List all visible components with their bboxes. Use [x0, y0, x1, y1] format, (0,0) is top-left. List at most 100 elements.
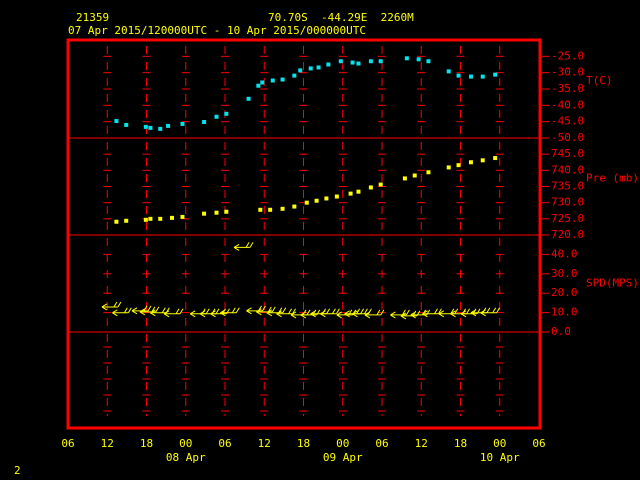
data-point [143, 217, 148, 222]
y-tick-label: 40.0 [551, 247, 578, 260]
data-point [114, 219, 119, 224]
y-tick-label: 735.0 [551, 180, 584, 193]
wind-barb [470, 307, 491, 317]
wind-barb [460, 308, 481, 318]
wind-barb [438, 308, 459, 318]
data-point [446, 165, 451, 170]
data-point [166, 123, 171, 128]
wind-barb [112, 307, 132, 317]
wind-barb [400, 310, 421, 320]
y-tick-label: 740.0 [551, 163, 584, 176]
wind-barb [266, 307, 287, 317]
data-point [368, 185, 373, 190]
x-tick-label: 18 [297, 437, 310, 450]
data-point [314, 198, 319, 203]
data-point [148, 125, 153, 130]
wind-barb [189, 308, 210, 318]
y-axis-label: Pre (mb) [586, 171, 639, 184]
data-point [258, 207, 263, 212]
y-axis-label: T(C) [586, 74, 613, 87]
wind-barb [101, 301, 122, 311]
x-tick-label: 18 [454, 437, 467, 450]
data-point [480, 74, 485, 79]
data-point [468, 74, 473, 79]
x-tick-label: 18 [140, 437, 153, 450]
x-tick-label: 00 [179, 437, 192, 450]
data-point [170, 215, 175, 220]
data-point [298, 68, 303, 73]
y-axis-label: SPD(MPS) [586, 277, 639, 290]
data-point [224, 111, 229, 116]
data-point [326, 62, 331, 67]
data-point [280, 206, 285, 211]
y-tick-label: -45.0 [551, 115, 584, 128]
wind-barb [131, 305, 152, 315]
y-tick-label: 0.0 [551, 325, 571, 338]
wind-barb [233, 242, 254, 251]
y-tick-label: -40.0 [551, 98, 584, 111]
y-tick-label: -35.0 [551, 82, 584, 95]
x-tick-label: 06 [61, 437, 74, 450]
wind-barb [139, 306, 160, 316]
wind-barb [450, 308, 471, 318]
wind-barb [300, 309, 321, 319]
data-point [148, 216, 153, 221]
data-point [308, 66, 313, 71]
wind-barb [210, 308, 230, 318]
wind-barb [199, 308, 220, 318]
wind-barb [150, 307, 170, 317]
wind-barb [220, 307, 240, 317]
data-point [214, 114, 219, 119]
data-point [350, 60, 355, 65]
x-tick-label: 12 [258, 437, 271, 450]
data-point [446, 69, 451, 74]
x-tick-label: 06 [218, 437, 231, 450]
data-point [158, 126, 163, 131]
data-point [180, 214, 185, 219]
data-point [224, 209, 229, 214]
data-point [368, 59, 373, 64]
data-point [260, 80, 265, 85]
day-label: 08 Apr [166, 451, 206, 464]
wind-barb [410, 309, 431, 319]
y-tick-label: 30.0 [551, 267, 578, 280]
y-tick-label: 720.0 [551, 228, 584, 241]
wind-barb [256, 306, 276, 316]
day-label: 09 Apr [323, 451, 363, 464]
day-label: 10 Apr [480, 451, 520, 464]
data-point [356, 61, 361, 66]
data-point [480, 158, 485, 163]
data-point [202, 119, 207, 124]
x-tick-label: 00 [493, 437, 506, 450]
data-point [256, 83, 261, 88]
data-point [180, 121, 185, 126]
wind-barb [246, 305, 266, 315]
data-point [202, 211, 207, 216]
wind-barb [336, 309, 357, 319]
station-id: 21359 [76, 11, 109, 24]
frame [66, 38, 542, 430]
y-tick-label: -25.0 [551, 49, 584, 62]
data-point [292, 73, 297, 78]
data-point [378, 182, 383, 187]
data-point [316, 65, 321, 70]
y-tick-label: 745.0 [551, 147, 584, 160]
wind-barb [310, 308, 331, 318]
x-tick-label: 12 [415, 437, 428, 450]
wind-barb [352, 308, 372, 318]
y-tick-label: 725.0 [551, 212, 584, 225]
wind-barb [422, 308, 442, 318]
data-point [412, 173, 417, 178]
data-point [404, 56, 409, 61]
data-point [280, 77, 285, 82]
data-point [493, 72, 498, 77]
data-point [324, 196, 329, 201]
wind-barb [290, 309, 311, 319]
data-point [426, 59, 431, 64]
data-point [143, 124, 148, 129]
wind-barb [364, 309, 385, 319]
wind-barb [390, 309, 410, 319]
data-point [268, 207, 273, 212]
